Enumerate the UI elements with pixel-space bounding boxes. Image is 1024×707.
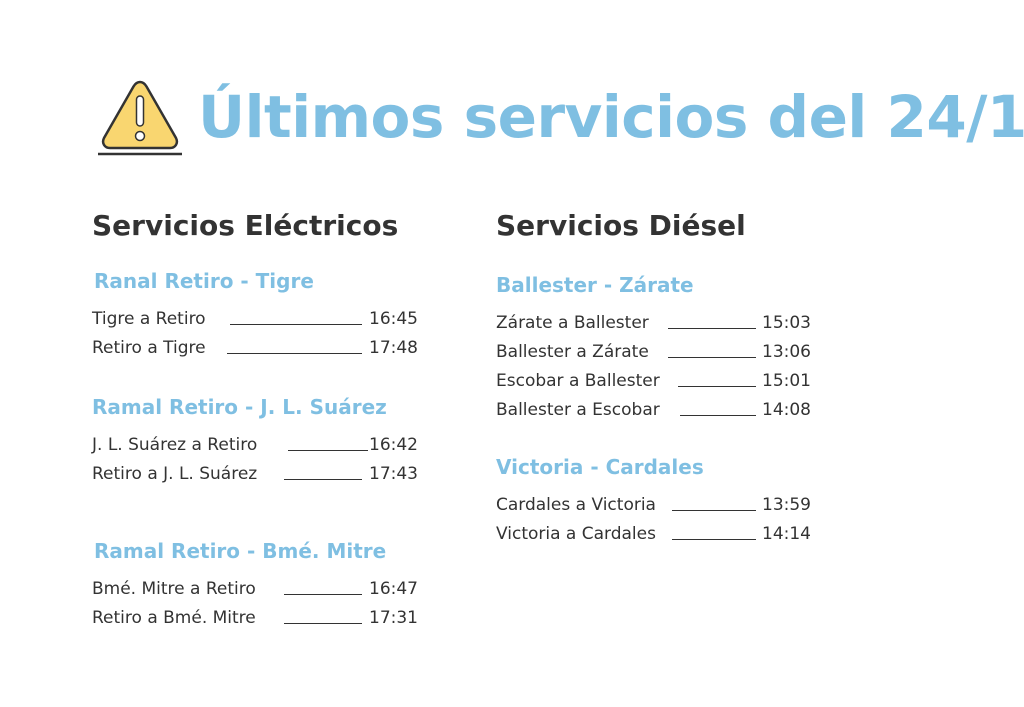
trip-time: 17:48 [369, 338, 418, 358]
route-group-victoria-cardales: Victoria - Cardales Cardales a Victoria … [496, 454, 836, 550]
trip-row: Retiro a Tigre 17:48 [92, 335, 432, 364]
trip-time: 16:42 [369, 435, 418, 455]
trip-leader-line [288, 450, 368, 451]
trip-row: Retiro a J. L. Suárez 17:43 [92, 461, 432, 490]
trip-route: Retiro a Tigre [92, 338, 206, 358]
trip-row: Bmé. Mitre a Retiro 16:47 [92, 576, 432, 605]
trip-row: Zárate a Ballester 15:03 [496, 310, 836, 339]
trip-route: Zárate a Ballester [496, 313, 649, 333]
trip-time: 14:08 [762, 400, 811, 420]
trip-time: 13:59 [762, 495, 811, 515]
trip-time: 16:45 [369, 309, 418, 329]
column-heading-electric: Servicios Eléctricos [92, 209, 399, 242]
route-group-ballester-zarate: Ballester - Zárate Zárate a Ballester 15… [496, 272, 836, 426]
trip-route: Victoria a Cardales [496, 524, 656, 544]
trip-route: J. L. Suárez a Retiro [92, 435, 258, 455]
page-title: Últimos servicios del 24/1 [198, 83, 1024, 151]
route-title: Ranal Retiro - Tigre [94, 269, 314, 293]
route-group-retiro-mitre: Ramal Retiro - Bmé. Mitre Bmé. Mitre a R… [92, 538, 432, 634]
trip-route: Ballester a Escobar [496, 400, 660, 420]
trip-row: J. L. Suárez a Retiro 16:42 [92, 432, 432, 461]
trip-leader-line [284, 479, 362, 480]
trip-route: Retiro a Bmé. Mitre [92, 608, 256, 628]
route-group-retiro-tigre: Ranal Retiro - Tigre Tigre a Retiro 16:4… [92, 268, 432, 364]
trip-leader-line [284, 623, 362, 624]
trip-time: 16:47 [369, 579, 418, 599]
route-title: Ramal Retiro - J. L. Suárez [92, 395, 387, 419]
trip-route: Tigre a Retiro [92, 309, 206, 329]
trip-route: Retiro a J. L. Suárez [92, 464, 258, 484]
trip-time: 17:31 [369, 608, 418, 628]
trip-leader-line [668, 357, 756, 358]
route-title: Ballester - Zárate [496, 273, 694, 297]
trip-leader-line [680, 415, 756, 416]
trip-time: 15:03 [762, 313, 811, 333]
trip-row: Tigre a Retiro 16:45 [92, 306, 432, 335]
trip-leader-line [672, 510, 756, 511]
route-group-retiro-suarez: Ramal Retiro - J. L. Suárez J. L. Suárez… [92, 394, 432, 490]
trip-leader-line [678, 386, 756, 387]
trip-leader-line [230, 324, 362, 325]
trip-leader-line [672, 539, 756, 540]
trip-route: Bmé. Mitre a Retiro [92, 579, 256, 599]
column-heading-diesel: Servicios Diésel [496, 209, 746, 242]
trip-leader-line [668, 328, 756, 329]
trip-route: Cardales a Victoria [496, 495, 656, 515]
trip-leader-line [284, 594, 362, 595]
trip-route: Ballester a Zárate [496, 342, 649, 362]
trip-row: Escobar a Ballester 15:01 [496, 368, 836, 397]
trip-route: Escobar a Ballester [496, 371, 660, 391]
trip-time: 17:43 [369, 464, 418, 484]
trip-row: Ballester a Escobar 14:08 [496, 397, 836, 426]
trip-time: 14:14 [762, 524, 811, 544]
route-title: Ramal Retiro - Bmé. Mitre [94, 539, 387, 563]
trip-row: Ballester a Zárate 13:06 [496, 339, 836, 368]
trip-time: 15:01 [762, 371, 811, 391]
trip-leader-line [227, 353, 362, 354]
trip-row: Retiro a Bmé. Mitre 17:31 [92, 605, 432, 634]
route-title: Victoria - Cardales [496, 455, 704, 479]
warning-icon [98, 80, 182, 156]
trip-row: Cardales a Victoria 13:59 [496, 492, 836, 521]
trip-time: 13:06 [762, 342, 811, 362]
trip-row: Victoria a Cardales 14:14 [496, 521, 836, 550]
